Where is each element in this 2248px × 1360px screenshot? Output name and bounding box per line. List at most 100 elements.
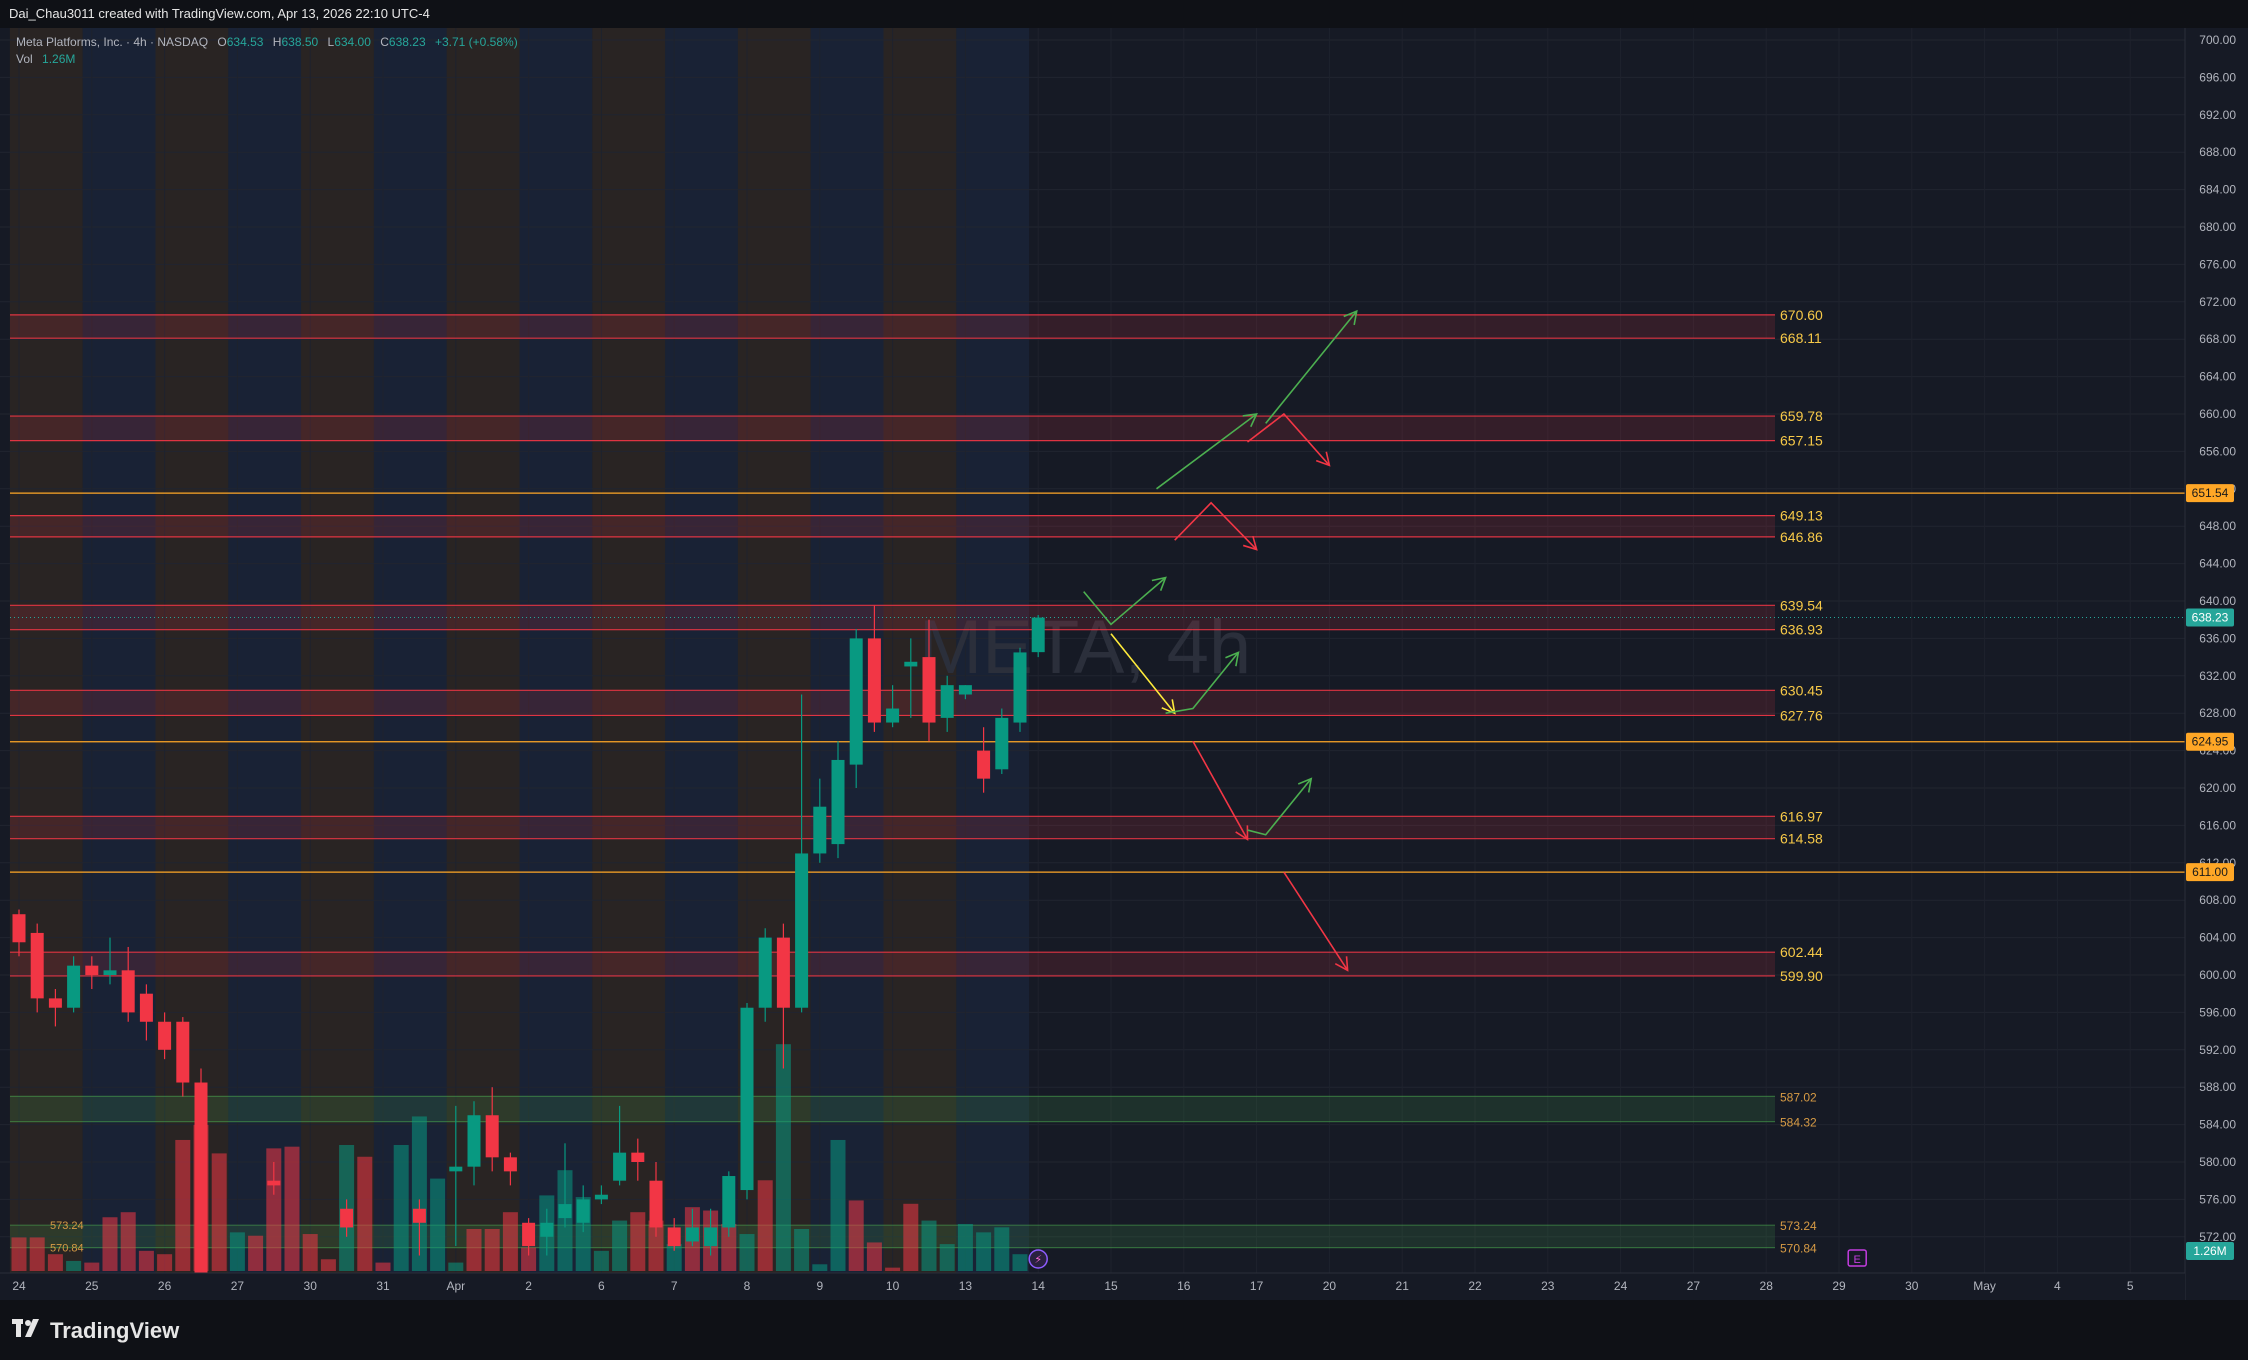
time-tick: 5 — [2127, 1279, 2134, 1293]
tradingview-logo[interactable]: TradingView — [12, 1318, 179, 1344]
time-tick: 24 — [12, 1279, 26, 1293]
time-tick: 31 — [376, 1279, 390, 1293]
session-band — [155, 28, 229, 1273]
time-tick: 28 — [1760, 1279, 1774, 1293]
last-volume-box — [2186, 1242, 2234, 1260]
volume-bar — [138, 1250, 154, 1271]
candle-body — [649, 1180, 663, 1228]
close-value: 638.23 — [389, 35, 426, 49]
session-band — [373, 28, 447, 1273]
candle-body — [340, 1208, 354, 1228]
price-tick: 636.00 — [2199, 631, 2236, 645]
zone-top-label: 630.45 — [1780, 682, 1823, 698]
event-markers[interactable]: E⚡ — [1028, 1249, 1867, 1269]
volume-bar — [66, 1260, 82, 1271]
candle-body — [831, 759, 845, 845]
candle-body — [722, 1176, 736, 1228]
zone-bottom-label: 657.15 — [1780, 433, 1823, 449]
time-tick: 16 — [1177, 1279, 1191, 1293]
volume-bar — [994, 1227, 1010, 1271]
price-tick: 580.00 — [2199, 1155, 2236, 1169]
symbol-line: Meta Platforms, Inc. · 4h · NASDAQ — [16, 35, 208, 49]
volume-bar — [484, 1229, 500, 1271]
time-tick: 6 — [598, 1279, 605, 1293]
candle-body — [795, 853, 809, 1008]
volume-bar — [47, 1254, 63, 1271]
time-tick: 8 — [744, 1279, 751, 1293]
time-axis-ticks: 24 25 26 27 30 31 Apr 2 6 7 8 9 10 13 14 15 16 17 20 21 22 23… — [12, 1279, 2134, 1293]
volume-bar — [648, 1220, 664, 1271]
session-band — [301, 28, 374, 1273]
price-zone — [10, 816, 1775, 839]
projection-arrow — [1174, 501, 1258, 551]
open-label: O — [217, 35, 226, 49]
time-axis[interactable] — [0, 1273, 2185, 1300]
price-zone — [10, 314, 1775, 339]
candle-body — [85, 965, 99, 975]
zone-top-label: 587.02 — [1780, 1090, 1817, 1104]
projection-arrow — [1083, 577, 1167, 626]
price-tick: 684.00 — [2199, 183, 2236, 197]
volume-bar — [830, 1139, 846, 1271]
volume-bar — [284, 1146, 300, 1271]
projection-arrow — [1165, 651, 1240, 714]
price-tick: 700.00 — [2199, 33, 2236, 47]
price-tick: 628.00 — [2199, 706, 2236, 720]
candle-body — [412, 1208, 426, 1223]
time-tick: 25 — [85, 1279, 99, 1293]
volume-label: Vol — [16, 52, 33, 66]
volume-bar — [794, 1229, 810, 1271]
projection-arrow — [1192, 740, 1249, 840]
candle-body — [940, 685, 954, 718]
candle-body — [467, 1115, 481, 1167]
volume-bar — [921, 1220, 937, 1271]
arrowhead — [1334, 956, 1349, 972]
volume-bar — [812, 1264, 828, 1271]
level-price-box — [2186, 863, 2234, 882]
time-tick: 2 — [525, 1279, 532, 1293]
zone-bottom-label: 646.86 — [1780, 529, 1823, 545]
svg-text:Meta Platforms, Inc. · 4h · NA: Meta Platforms, Inc. · 4h · NASDAQ O634.… — [16, 35, 518, 49]
volume-bar — [320, 1259, 336, 1271]
candle-body — [758, 937, 772, 1008]
candle-body — [449, 1166, 463, 1172]
volume-bar — [11, 1237, 27, 1271]
session-band — [519, 28, 593, 1273]
price-tick: 688.00 — [2199, 145, 2236, 159]
candle-body — [103, 970, 117, 975]
price-zone — [10, 1096, 1775, 1122]
volume-bar — [448, 1262, 464, 1271]
price-tick: 640.00 — [2199, 594, 2236, 608]
price-axis[interactable] — [2185, 28, 2248, 1300]
candle-body — [704, 1227, 718, 1247]
candle-body — [740, 1007, 754, 1191]
change-value: +3.71 (+0.58%) — [435, 35, 518, 49]
volume-bar — [211, 1153, 227, 1271]
time-tick: 27 — [231, 1279, 245, 1293]
candlesticks[interactable] — [12, 605, 1045, 1275]
candle-body — [977, 750, 991, 779]
volume-bar — [84, 1262, 100, 1271]
price-tick: 616.00 — [2199, 818, 2236, 832]
tradingview-brand: TradingView — [50, 1318, 180, 1343]
price-tick: 576.00 — [2199, 1192, 2236, 1206]
candle-body — [849, 638, 863, 765]
volume-bar — [502, 1212, 518, 1271]
volume-bar — [157, 1254, 173, 1271]
price-tick: 648.00 — [2199, 519, 2236, 533]
candle-body — [48, 998, 62, 1008]
symbol-legend[interactable]: Meta Platforms, Inc. · 4h · NASDAQ O634.… — [16, 35, 518, 66]
session-band — [446, 28, 520, 1273]
candle-body — [540, 1222, 554, 1237]
price-zone — [10, 416, 1775, 441]
volume-bar — [29, 1237, 45, 1271]
volume-bar — [957, 1223, 973, 1271]
candle-body — [267, 1180, 281, 1186]
chart-canvas[interactable]: META, 4h 670.60 668.11 659.78 657.15 649.13 6… — [0, 28, 2248, 1300]
volume-bar — [1012, 1254, 1028, 1271]
price-tick: 692.00 — [2199, 108, 2236, 122]
horizontal-levels — [10, 492, 2185, 873]
zone-bottom-label: 584.32 — [1780, 1116, 1817, 1130]
candle-body — [194, 1082, 208, 1275]
candle-body — [958, 685, 972, 695]
